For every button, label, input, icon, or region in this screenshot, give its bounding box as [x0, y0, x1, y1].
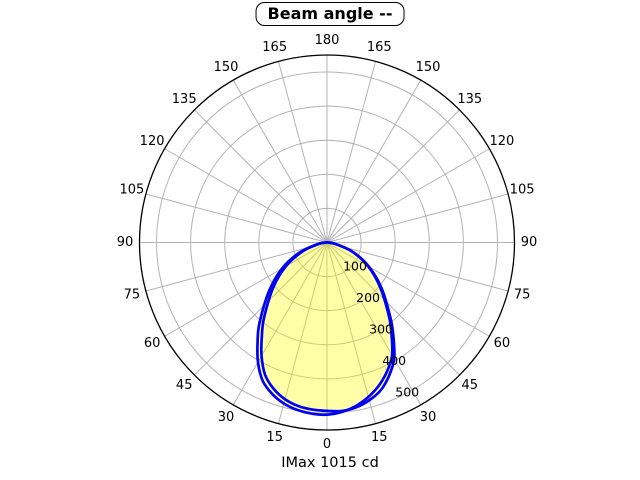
angle-tick-label: 165 [262, 40, 287, 55]
grid-spoke [145, 242, 328, 292]
grid-spoke [277, 242, 328, 424]
angle-tick-label: 105 [510, 183, 535, 198]
angle-tick-label: 30 [218, 410, 235, 425]
grid-spoke [194, 109, 328, 243]
angle-tick-label: 150 [416, 60, 441, 75]
grid-spoke [326, 109, 460, 243]
grid-spoke [326, 148, 490, 243]
radial-tick-label: 200 [356, 290, 380, 305]
grid-spoke [277, 61, 328, 243]
beam-curve-1-fill [257, 242, 393, 415]
radial-tick-label: 300 [369, 322, 393, 337]
grid-spoke [326, 61, 377, 243]
angle-tick-label: 90 [117, 235, 134, 250]
angle-tick-label: 135 [172, 92, 197, 107]
grid-spoke [232, 79, 328, 243]
angle-tick-label: 45 [176, 378, 193, 393]
angle-tick-label: 60 [144, 336, 161, 351]
angle-tick-label: 165 [367, 40, 392, 55]
grid-spoke [164, 242, 328, 337]
grid-spoke [145, 193, 328, 243]
angle-tick-label: 105 [119, 183, 144, 198]
angle-tick-label: 15 [266, 430, 283, 445]
angle-tick-label: 90 [521, 235, 538, 250]
angle-tick-label: 120 [489, 134, 514, 149]
angle-tick-label: 180 [315, 33, 340, 48]
radial-tick-label: 400 [382, 353, 406, 368]
grid-spoke [326, 242, 377, 424]
chart-title-box: Beam angle -- [255, 2, 405, 26]
grid-spoke [194, 242, 328, 376]
angle-tick-label: 75 [124, 287, 141, 302]
angle-tick-label: 0 [323, 437, 331, 452]
radial-tick-label: 500 [395, 385, 419, 400]
angle-tick-label: 45 [462, 378, 479, 393]
grid-spoke [326, 242, 422, 406]
grid-spoke [326, 242, 509, 292]
outer-boundary [138, 54, 516, 431]
chart-title: Beam angle -- [267, 4, 393, 23]
angle-tick-label: 150 [214, 60, 239, 75]
grid-spoke [326, 193, 509, 243]
grid-spoke [232, 242, 328, 406]
angle-tick-label: 135 [457, 92, 482, 107]
angle-tick-label: 15 [371, 430, 388, 445]
angle-tick-label: 75 [514, 287, 531, 302]
radial-tick-label: 100 [343, 259, 367, 274]
grid-spoke [326, 242, 490, 337]
grid-spoke [164, 148, 328, 243]
angle-tick-label: 60 [494, 336, 511, 351]
grid-spoke [326, 79, 422, 243]
angle-tick-label: 120 [140, 134, 165, 149]
beam-curve-2-fill [261, 242, 395, 412]
grid-spoke [326, 242, 460, 376]
angle-tick-label: 30 [420, 410, 437, 425]
imax-label: IMax 1015 cd [281, 455, 379, 471]
beam-curve-2-line [259, 240, 396, 413]
